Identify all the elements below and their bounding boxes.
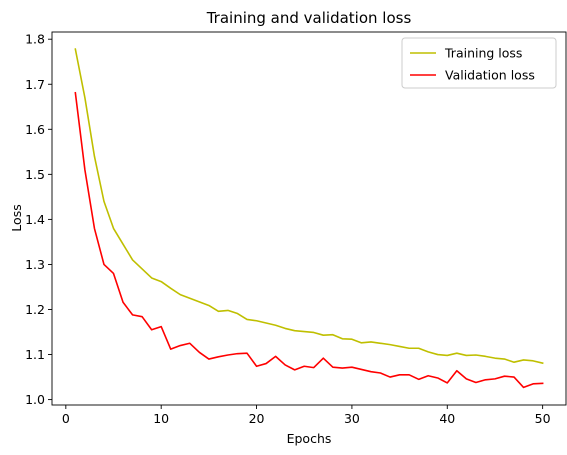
legend-label-validation-loss: Validation loss (445, 68, 535, 83)
y-tick-label: 1.5 (25, 167, 45, 182)
x-tick-label: 30 (344, 411, 360, 426)
x-tick-label: 20 (249, 411, 265, 426)
series-line-validation-loss (74, 91, 544, 389)
x-tick-label: 0 (62, 411, 70, 426)
plot-frame (51, 31, 567, 406)
y-tick-label: 1.2 (25, 302, 45, 317)
x-axis-title: Epochs (287, 431, 332, 446)
y-axis-title: Loss (9, 204, 24, 231)
legend-box (401, 37, 557, 89)
y-tick-label: 1.3 (25, 257, 45, 272)
y-tick-label: 1.4 (25, 212, 45, 227)
chart-title: Training and validation loss (206, 9, 412, 27)
y-tick-label: 1.1 (25, 347, 45, 362)
y-tick-label: 1.7 (25, 77, 45, 92)
x-tick-label: 40 (439, 411, 455, 426)
x-tick-label: 50 (535, 411, 551, 426)
y-tick-label: 1.6 (25, 122, 45, 137)
x-tick-label: 10 (153, 411, 169, 426)
legend-label-training-loss: Training loss (444, 46, 522, 61)
plot-area: 0 10 20 30 40 50 1.0 1.1 1.2 1.3 1.4 1.5 1.6 1.7 1.8 (25, 31, 567, 426)
y-tick-label: 1.0 (25, 392, 45, 407)
legend: Training loss Validation loss (401, 37, 557, 89)
y-tick-label: 1.8 (25, 32, 45, 47)
series-line-training-loss (74, 48, 544, 365)
